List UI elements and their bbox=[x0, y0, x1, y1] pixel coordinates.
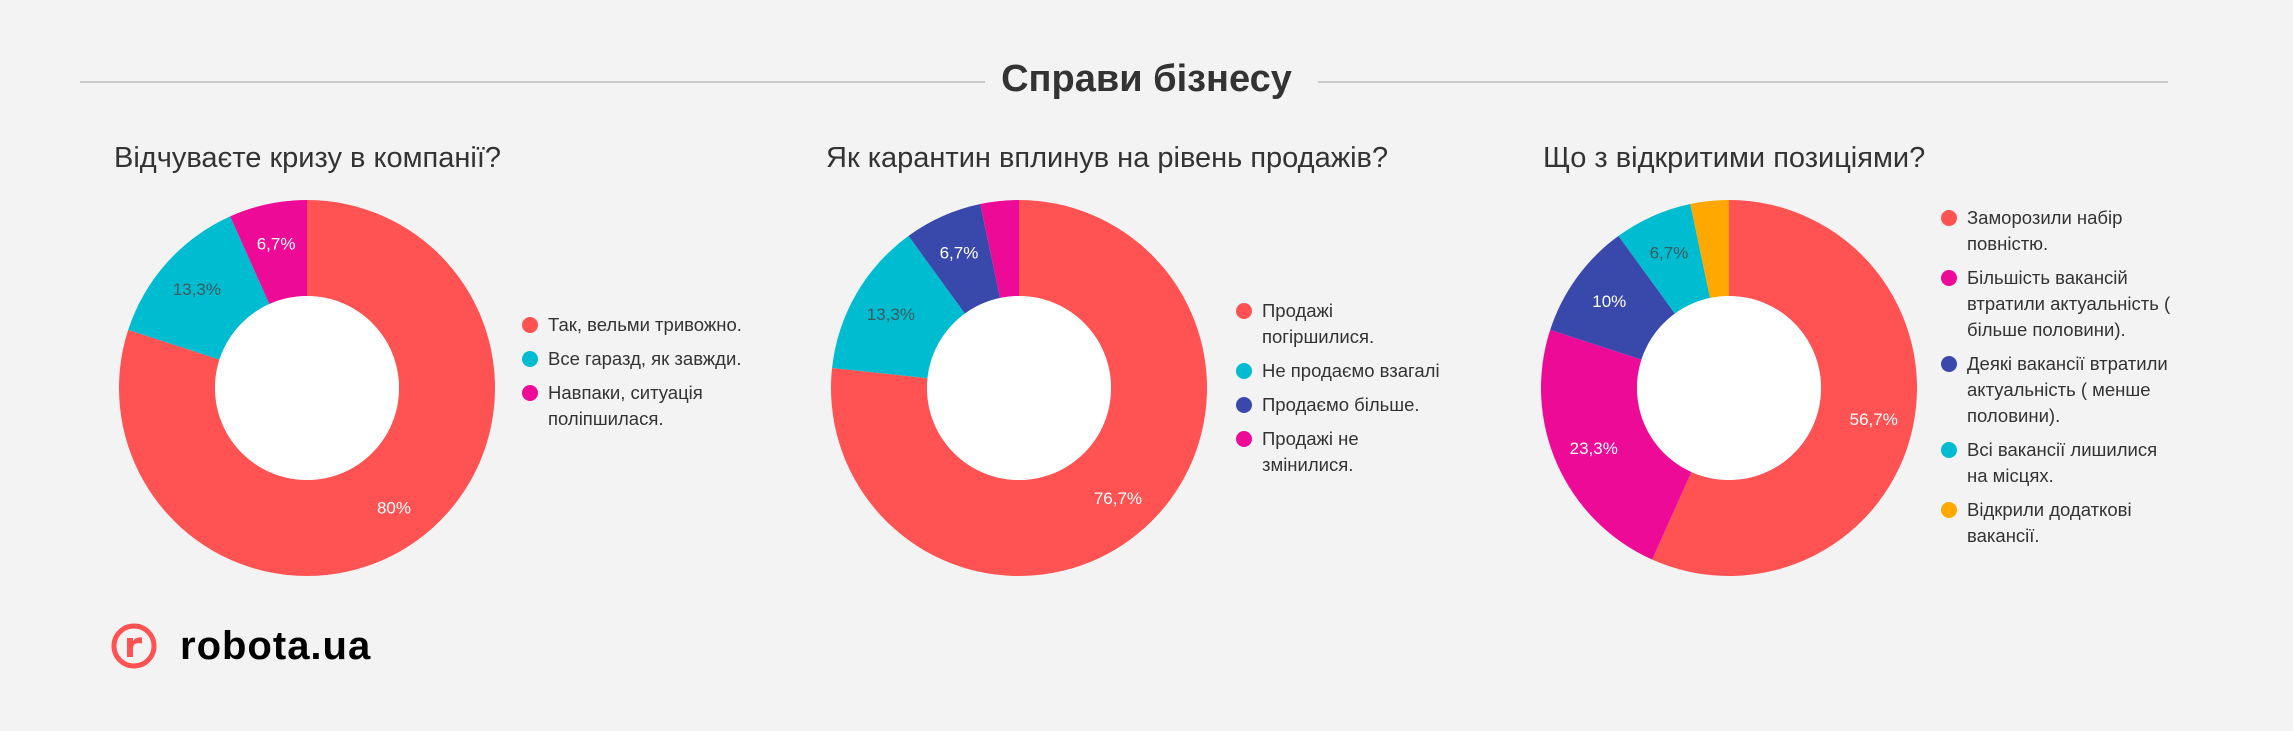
legend-item[interactable]: Більшість вакансій втратили актуальність… bbox=[1941, 265, 2171, 343]
donut-slice[interactable] bbox=[1690, 200, 1729, 298]
legend-label: Деякі вакансії втратили актуальність ( м… bbox=[1967, 353, 2168, 426]
donut-slice[interactable] bbox=[980, 200, 1019, 298]
chart-legend: Продажі погіршилися. Не продаємо взагалі П… bbox=[1236, 298, 1446, 486]
slice-value-label: 6,7% bbox=[940, 244, 979, 263]
title-rule-right bbox=[1318, 81, 2168, 83]
legend-dot-icon bbox=[1941, 270, 1957, 286]
donut-hole bbox=[215, 296, 399, 480]
legend-label: Продажі погіршилися. bbox=[1262, 300, 1375, 347]
slice-value-label: 13,3% bbox=[867, 305, 915, 324]
donut-slice[interactable] bbox=[128, 216, 270, 360]
title-rule-left bbox=[80, 81, 985, 83]
donut-slice[interactable] bbox=[832, 235, 965, 379]
slice-value-label: 23,3% bbox=[1570, 439, 1618, 458]
logo-text: robota.ua bbox=[180, 623, 372, 668]
legend-dot-icon bbox=[1941, 442, 1957, 458]
slice-value-label: 6,7% bbox=[1650, 244, 1689, 263]
chart-legend: Так, вельми тривожно. Все гаразд, як завж… bbox=[522, 312, 742, 440]
legend-dot-icon bbox=[1236, 431, 1252, 447]
chart-title: Відчуваєте кризу в компанії? bbox=[114, 142, 502, 174]
legend-dot-icon bbox=[1236, 397, 1252, 413]
legend-label: Відкрили додаткові вакансії. bbox=[1967, 499, 2132, 546]
slice-value-label: 13,3% bbox=[173, 280, 221, 299]
legend-item[interactable]: Не продаємо взагалі bbox=[1236, 358, 1446, 384]
donut-chart: 76,7% 13,3% 6,7% bbox=[831, 200, 1207, 576]
slice-value-label: 10% bbox=[1592, 292, 1626, 311]
donut-chart: 80% 13,3% 6,7% bbox=[119, 200, 495, 576]
legend-item[interactable]: Відкрили додаткові вакансії. bbox=[1941, 497, 2171, 549]
chart-title: Як карантин вплинув на рівень продажів? bbox=[826, 142, 1389, 174]
donut-slice[interactable] bbox=[1550, 235, 1675, 360]
donut-slice[interactable] bbox=[119, 200, 495, 576]
legend-dot-icon bbox=[522, 385, 538, 401]
legend-item[interactable]: Продажі не змінилися. bbox=[1236, 426, 1446, 478]
legend-dot-icon bbox=[1236, 363, 1252, 379]
legend-item[interactable]: Все гаразд, як завжди. bbox=[522, 346, 742, 372]
legend-label: Продаємо більше. bbox=[1262, 394, 1420, 415]
chart-legend: Заморозили набір повністю. Більшість вака… bbox=[1941, 205, 2171, 557]
donut-slice[interactable] bbox=[230, 200, 307, 305]
legend-item[interactable]: Деякі вакансії втратили актуальність ( м… bbox=[1941, 351, 2171, 429]
donut-chart: 56,7% 23,3% 10% 6,7% bbox=[1541, 200, 1917, 576]
legend-dot-icon bbox=[1941, 210, 1957, 226]
slice-value-label: 76,7% bbox=[1094, 489, 1142, 508]
slice-value-label: 56,7% bbox=[1850, 410, 1898, 429]
legend-item[interactable]: Навпаки, ситуація поліпшилася. bbox=[522, 380, 742, 432]
legend-item[interactable]: Продажі погіршилися. bbox=[1236, 298, 1446, 350]
legend-label: Не продаємо взагалі bbox=[1262, 360, 1440, 381]
legend-dot-icon bbox=[522, 317, 538, 333]
legend-label: Всі вакансії лишилися на місцях. bbox=[1967, 439, 2158, 486]
legend-item[interactable]: Так, вельми тривожно. bbox=[522, 312, 742, 338]
donut-hole bbox=[1637, 296, 1821, 480]
page-title: Справи бізнесу bbox=[1001, 58, 1292, 100]
legend-label: Все гаразд, як завжди. bbox=[548, 348, 742, 369]
logo[interactable]: robota.ua bbox=[110, 622, 371, 670]
slice-value-label: 6,7% bbox=[257, 234, 296, 253]
donut-slice[interactable] bbox=[1618, 204, 1711, 314]
legend-dot-icon bbox=[1236, 303, 1252, 319]
legend-label: Продажі не змінилися. bbox=[1262, 428, 1359, 475]
legend-item[interactable]: Заморозили набір повністю. bbox=[1941, 205, 2171, 257]
legend-label: Так, вельми тривожно. bbox=[548, 314, 742, 335]
robota-logo-icon bbox=[111, 623, 157, 669]
donut-slice[interactable] bbox=[831, 200, 1207, 576]
legend-dot-icon bbox=[1941, 502, 1957, 518]
legend-dot-icon bbox=[1941, 356, 1957, 372]
donut-hole bbox=[927, 296, 1111, 480]
slice-value-label: 80% bbox=[377, 499, 411, 518]
legend-label: Заморозили набір повністю. bbox=[1967, 207, 2123, 254]
donut-slice[interactable] bbox=[1541, 329, 1692, 560]
legend-dot-icon bbox=[522, 351, 538, 367]
donut-slice[interactable] bbox=[1652, 200, 1917, 576]
donut-slice[interactable] bbox=[908, 204, 1001, 314]
legend-item[interactable]: Всі вакансії лишилися на місцях. bbox=[1941, 437, 2171, 489]
legend-label: Більшість вакансій втратили актуальність… bbox=[1967, 267, 2171, 340]
legend-item[interactable]: Продаємо більше. bbox=[1236, 392, 1446, 418]
legend-label: Навпаки, ситуація поліпшилася. bbox=[548, 382, 703, 429]
chart-title: Що з відкритими позиціями? bbox=[1543, 142, 1926, 174]
